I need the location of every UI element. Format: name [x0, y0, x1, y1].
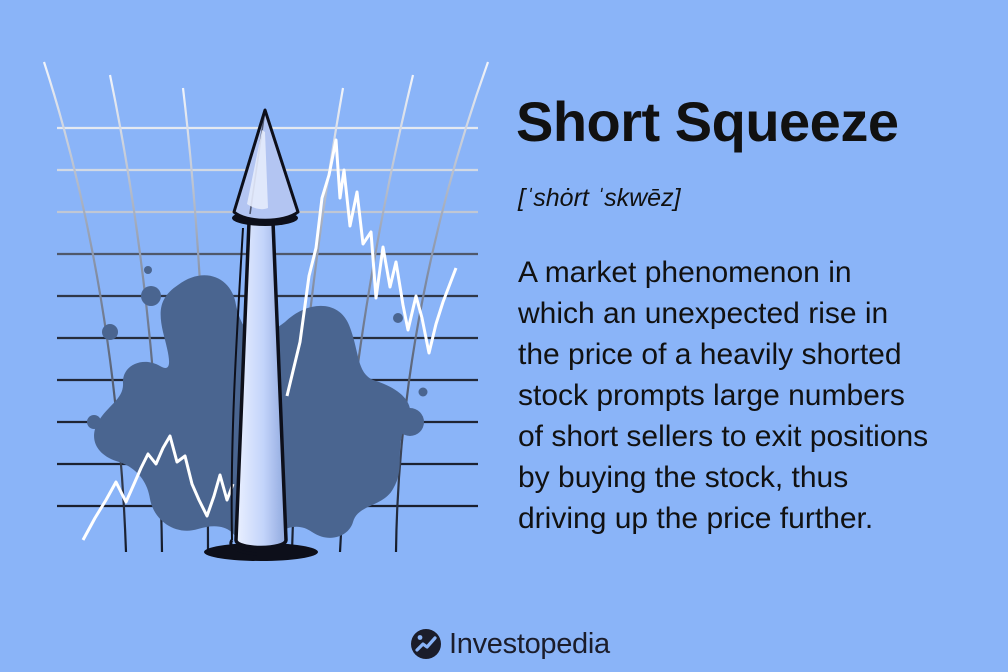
zigzag-price-line	[285, 138, 458, 397]
investopedia-logo-icon	[411, 629, 441, 659]
term-pronunciation: [ˈshȯrt ˈskwēz]	[518, 184, 681, 212]
brand-lockup: Investopedia	[410, 624, 610, 664]
definition-line: stock prompts large numbers	[518, 379, 905, 412]
definition-line: A market phenomenon in	[518, 256, 852, 289]
definition-line: driving up the price further.	[518, 502, 874, 535]
short-squeeze-illustration	[42, 61, 490, 561]
brand-name: Investopedia	[449, 628, 610, 660]
definition-line: the price of a heavily shorted	[518, 338, 902, 371]
definition-line: which an unexpected rise in	[518, 297, 889, 330]
up-arrow	[204, 108, 318, 561]
term-definition: A market phenomenon in which an unexpect…	[518, 252, 988, 539]
definition-line: of short sellers to exit positions	[518, 420, 929, 453]
term-title: Short Squeeze	[516, 90, 899, 153]
zigzag-price-line-left	[81, 434, 235, 541]
definition-line: by buying the stock, thus	[518, 461, 849, 494]
